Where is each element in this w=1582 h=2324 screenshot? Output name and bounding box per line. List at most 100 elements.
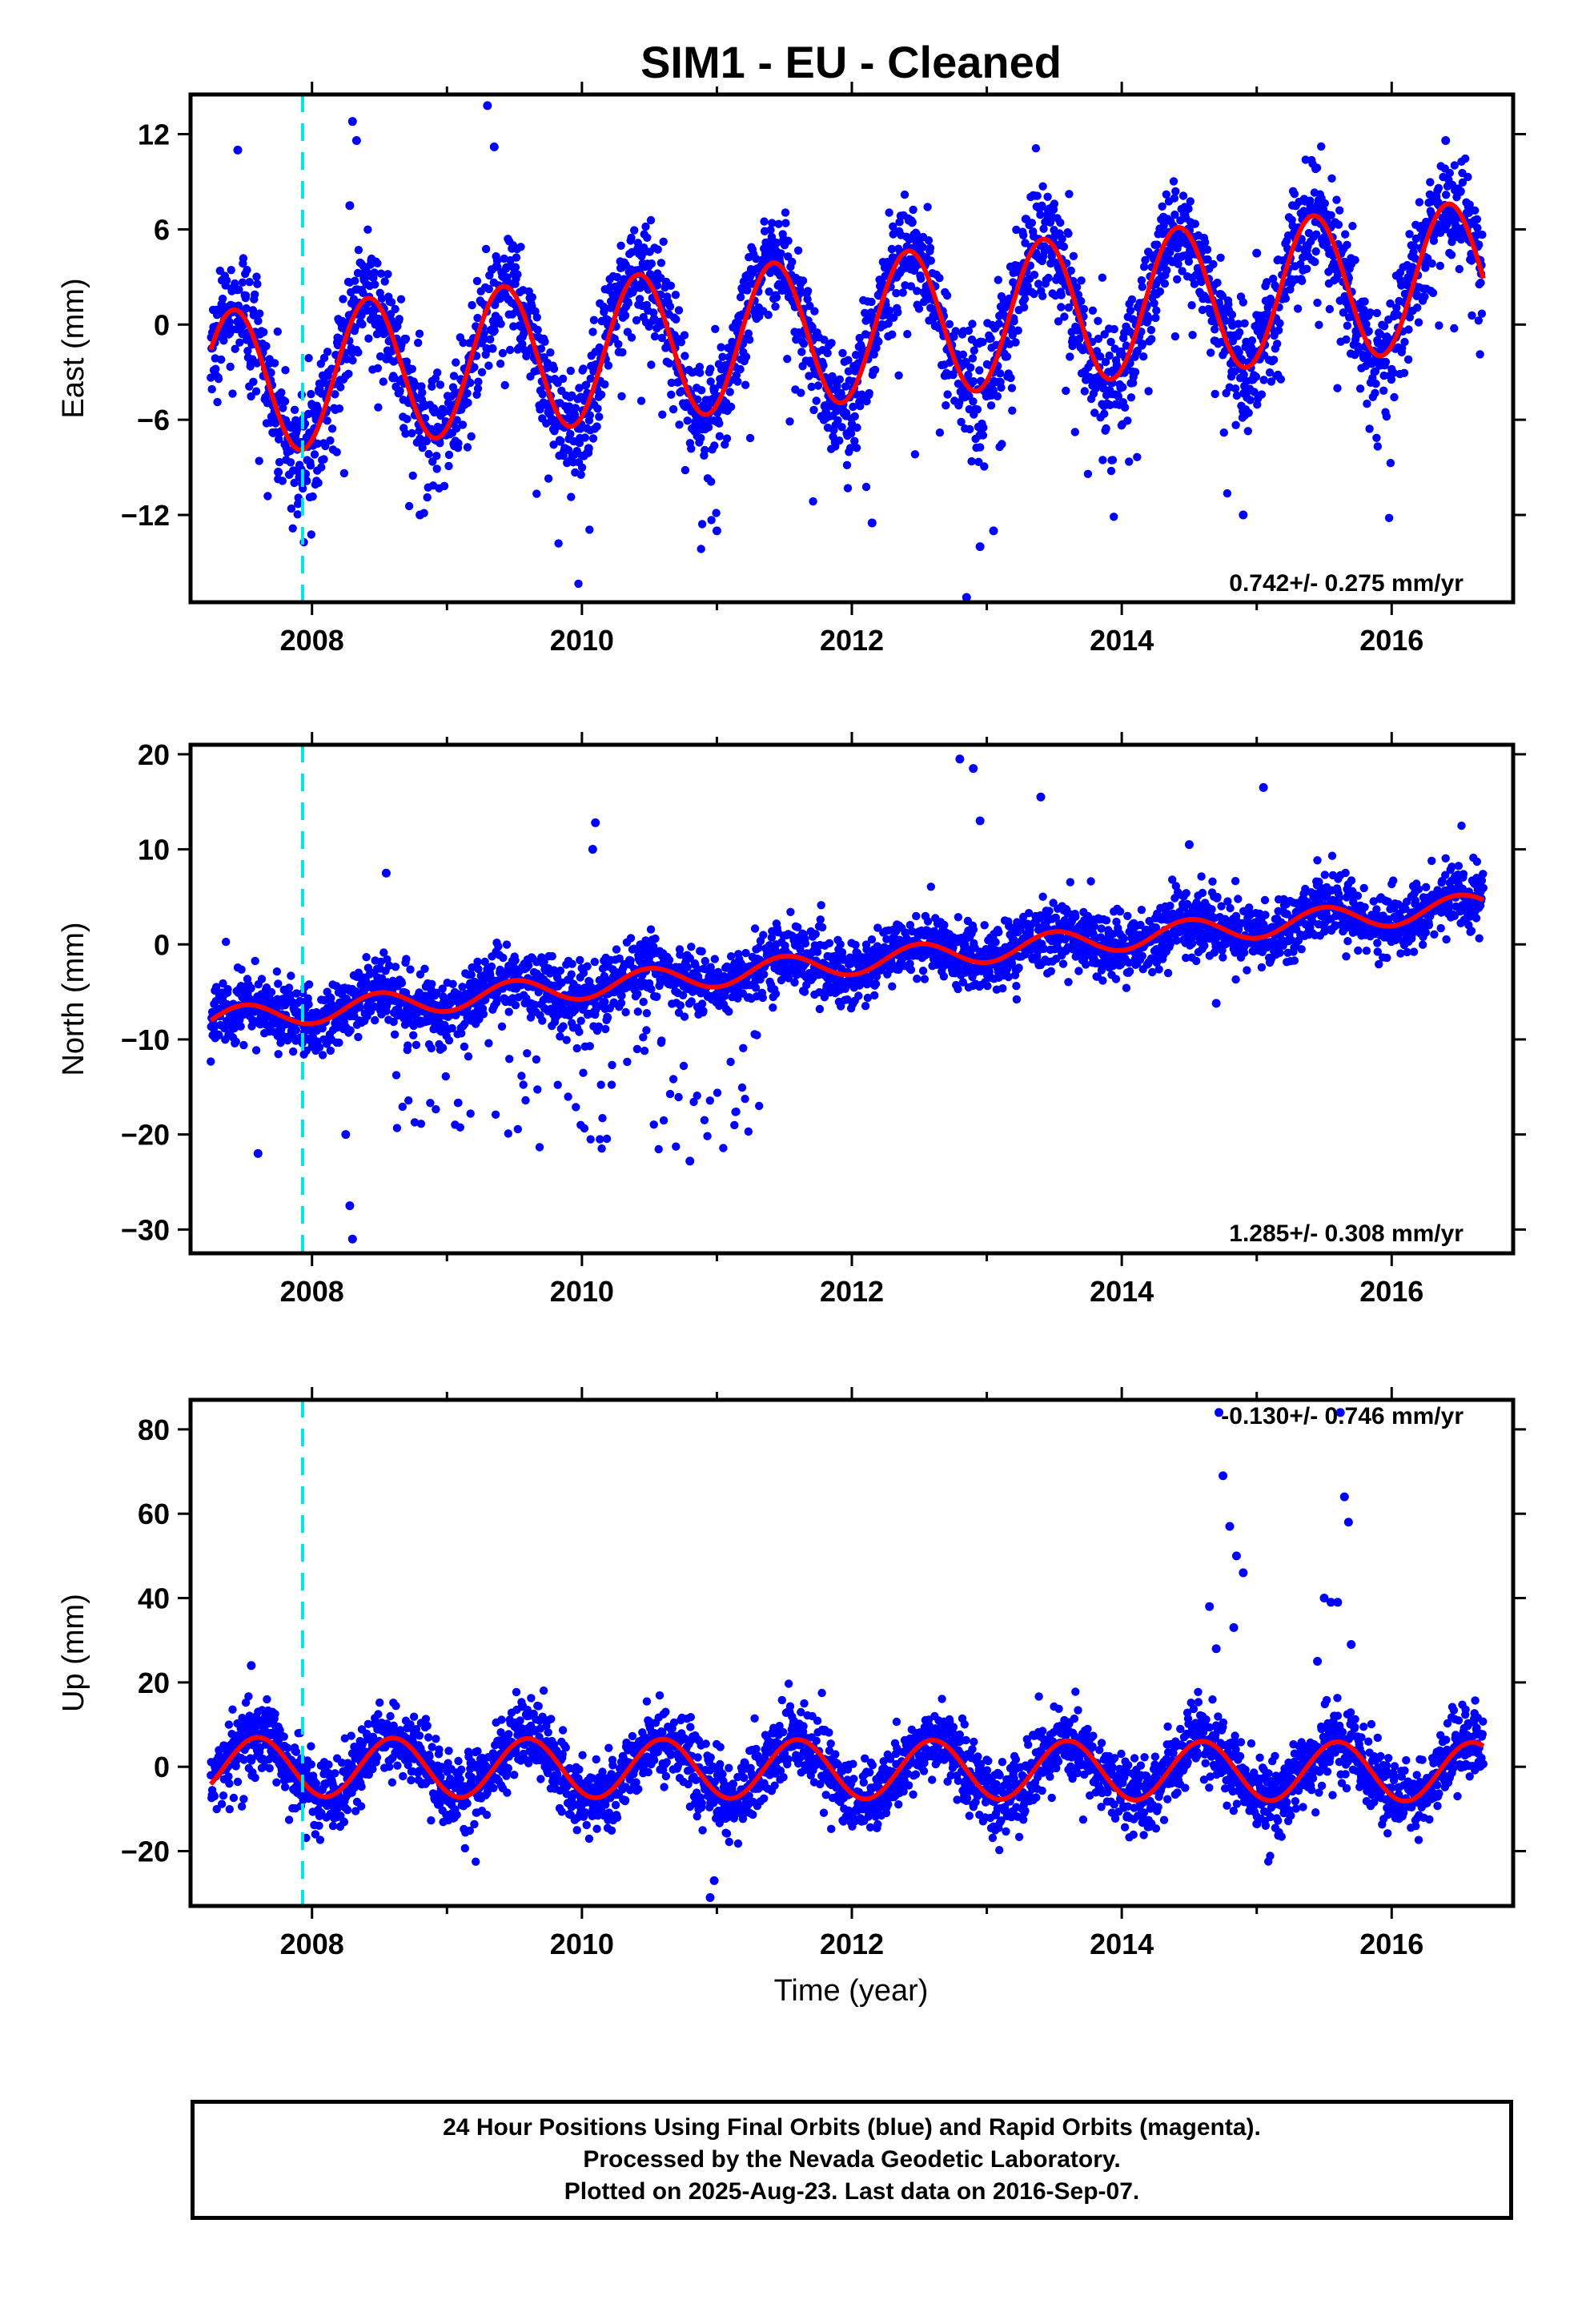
data-point <box>997 383 1006 392</box>
data-point <box>683 416 692 425</box>
data-point <box>278 476 287 485</box>
data-point <box>1371 380 1380 388</box>
data-point <box>696 368 705 377</box>
data-point <box>712 509 721 517</box>
data-point <box>263 492 272 501</box>
data-point <box>245 278 254 287</box>
data-point <box>1074 291 1083 300</box>
data-point <box>492 256 502 265</box>
data-point <box>323 416 331 425</box>
data-point <box>1102 424 1110 433</box>
data-point <box>1065 190 1074 199</box>
data-point <box>243 347 252 356</box>
data-point <box>1066 266 1075 275</box>
data-point <box>463 443 472 452</box>
data-point <box>1169 177 1178 186</box>
data-point <box>677 387 686 396</box>
data-point <box>1158 202 1166 211</box>
data-point <box>335 1038 343 1047</box>
data-point <box>632 316 641 325</box>
data-point <box>1094 316 1102 325</box>
data-point <box>241 291 251 300</box>
data-point <box>964 326 974 336</box>
data-point <box>811 930 820 939</box>
data-point <box>473 384 483 393</box>
data-point <box>579 1068 588 1077</box>
data-point <box>286 458 295 467</box>
data-point <box>1465 200 1474 209</box>
data-point <box>796 944 805 954</box>
data-point <box>820 336 829 344</box>
data-point <box>467 970 476 979</box>
x-tick-label: 2008 <box>280 624 344 657</box>
data-point <box>511 956 520 965</box>
data-point <box>579 968 588 978</box>
data-point <box>867 297 876 307</box>
data-point <box>596 1135 604 1144</box>
data-point <box>667 378 676 388</box>
data-point <box>491 1110 500 1120</box>
data-point <box>1088 306 1098 315</box>
data-point <box>1362 320 1371 329</box>
data-point <box>477 368 487 376</box>
data-point <box>715 432 724 440</box>
data-point <box>444 1036 454 1045</box>
data-point <box>725 1007 733 1016</box>
data-point <box>323 348 332 356</box>
data-point <box>621 1007 630 1017</box>
data-point <box>454 1098 463 1108</box>
data-point <box>1207 348 1215 357</box>
data-point <box>1106 466 1116 476</box>
data-point <box>1263 278 1271 287</box>
outlier-point <box>233 145 243 155</box>
data-point <box>493 995 502 1004</box>
data-point <box>270 359 279 368</box>
data-point <box>222 937 231 947</box>
data-point <box>815 987 824 997</box>
data-point <box>652 281 661 290</box>
data-point <box>697 433 705 443</box>
data-point <box>332 448 341 456</box>
data-point <box>567 493 576 501</box>
data-point <box>846 444 855 452</box>
data-point <box>980 462 989 471</box>
data-point <box>460 1019 469 1028</box>
y-tick-label: −6 <box>137 404 170 436</box>
data-point <box>438 984 447 993</box>
data-point <box>1415 198 1424 207</box>
data-point <box>707 477 716 486</box>
data-point <box>833 416 842 425</box>
data-point <box>1007 384 1017 392</box>
data-point <box>837 423 846 432</box>
data-point <box>1002 352 1012 361</box>
data-point <box>251 956 259 966</box>
data-point <box>1244 408 1253 417</box>
data-point <box>452 416 461 424</box>
data-point <box>1064 229 1073 238</box>
data-point <box>512 253 521 262</box>
data-point <box>1188 331 1197 340</box>
data-point <box>658 410 667 419</box>
data-point <box>351 276 359 285</box>
data-point <box>532 489 541 498</box>
data-point <box>363 963 373 972</box>
data-point <box>333 340 343 350</box>
data-point <box>1239 298 1248 307</box>
data-point <box>464 398 472 408</box>
data-point <box>853 423 861 432</box>
data-point <box>458 983 467 991</box>
data-point <box>1108 456 1118 464</box>
data-point <box>304 980 314 989</box>
data-point <box>1211 325 1219 334</box>
data-point <box>741 948 750 958</box>
data-point <box>502 940 512 949</box>
data-point <box>994 320 1003 328</box>
data-point <box>1427 259 1436 268</box>
data-point <box>1455 264 1464 274</box>
data-point <box>766 225 775 235</box>
data-point <box>1006 373 1015 383</box>
data-point <box>313 439 322 448</box>
data-point <box>1403 281 1412 290</box>
data-point <box>627 233 636 243</box>
data-point <box>803 295 812 304</box>
